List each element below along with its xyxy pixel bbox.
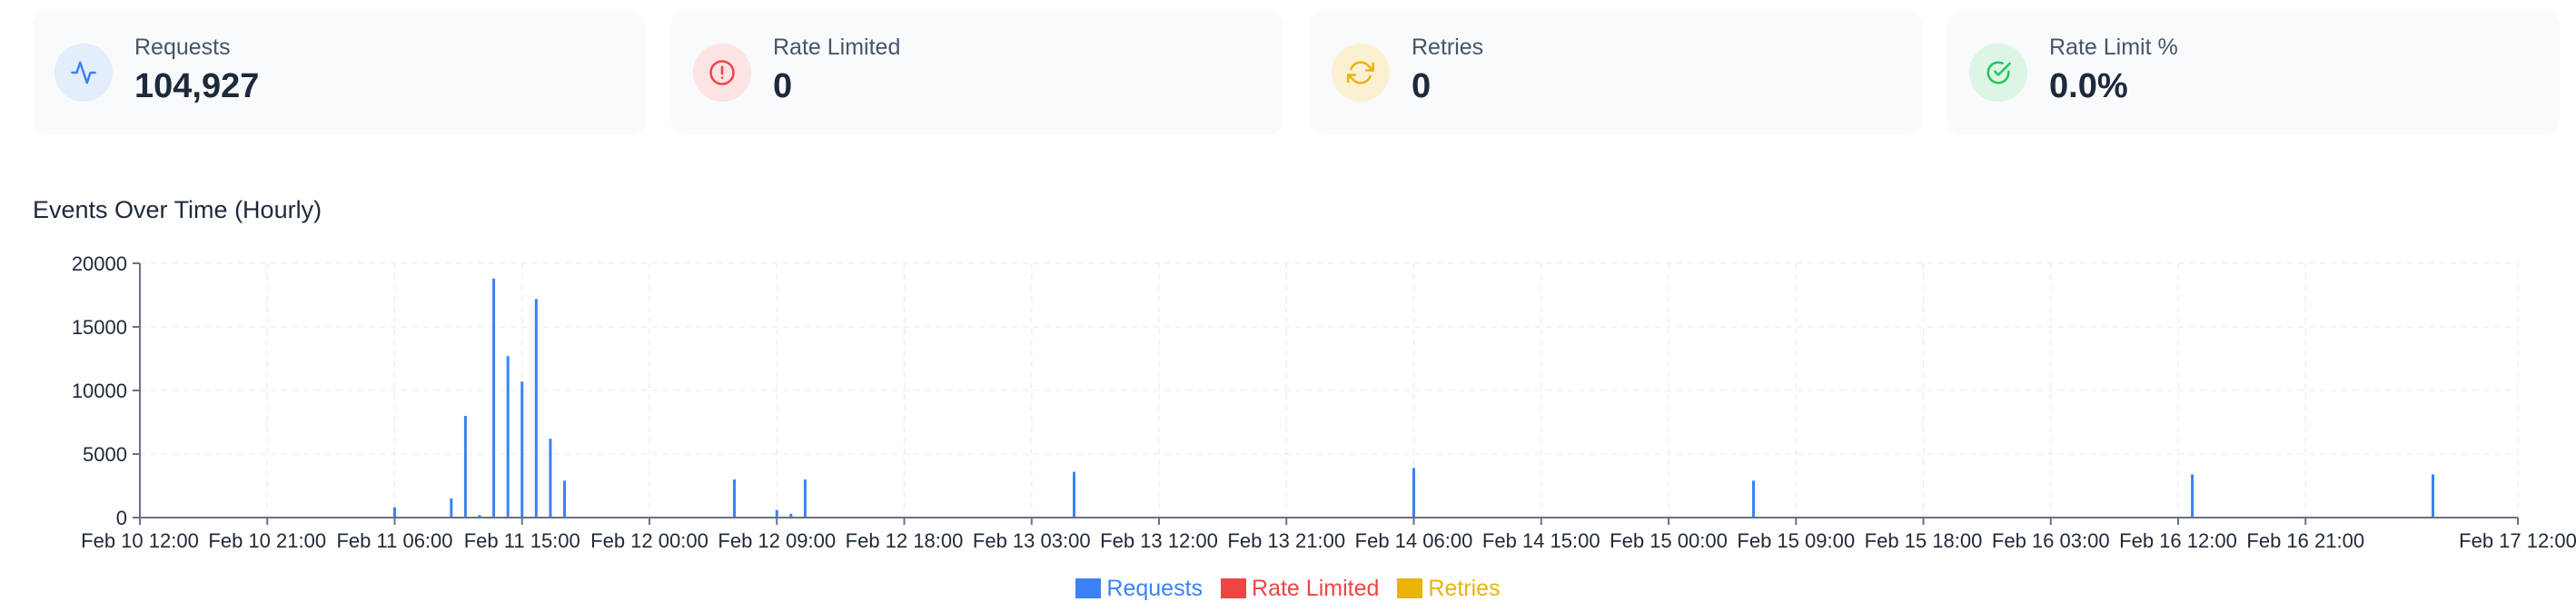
bar-requests bbox=[506, 356, 510, 518]
events-chart: 0 5000 10000 15000 20000 Feb 10 12:00 Feb 10 2… bbox=[72, 252, 2576, 552]
bar-requests bbox=[563, 480, 566, 518]
legend-swatch bbox=[1075, 578, 1102, 598]
bar-requests bbox=[534, 299, 538, 518]
stat-value: 0 bbox=[1412, 67, 1432, 105]
bar-requests bbox=[549, 439, 552, 518]
y-tick-label: 20000 bbox=[72, 252, 127, 275]
bar-requests bbox=[393, 507, 396, 518]
x-tick-label: Feb 10 21:00 bbox=[208, 529, 326, 552]
legend-swatch bbox=[1397, 578, 1423, 598]
bar-requests bbox=[450, 498, 453, 518]
stat-label: Requests bbox=[134, 35, 231, 60]
legend-item[interactable]: Requests bbox=[1075, 576, 1203, 602]
bar-requests bbox=[478, 515, 481, 518]
x-tick-label: Feb 11 06:00 bbox=[336, 529, 452, 552]
x-tick-label: Feb 16 03:00 bbox=[1992, 529, 2110, 552]
activity-icon bbox=[54, 44, 113, 102]
chart-legend: Requests Rate Limited Retries bbox=[0, 574, 2576, 603]
bar-requests bbox=[1412, 468, 1415, 518]
x-tick-label: Feb 13 21:00 bbox=[1227, 529, 1345, 552]
x-tick-label: Feb 16 21:00 bbox=[2246, 529, 2364, 552]
stat-label: Rate Limited bbox=[773, 35, 901, 60]
x-tick-label: Feb 14 15:00 bbox=[1482, 529, 1600, 552]
bar-requests bbox=[733, 479, 736, 518]
y-tick-label: 5000 bbox=[83, 443, 127, 466]
legend-label: Retries bbox=[1428, 575, 1501, 601]
y-tick-label: 15000 bbox=[72, 316, 127, 339]
x-tick-label: Feb 12 09:00 bbox=[718, 529, 836, 552]
x-tick-label: Feb 13 03:00 bbox=[973, 529, 1091, 552]
legend-swatch bbox=[1221, 578, 1247, 598]
x-tick-label: Feb 14 06:00 bbox=[1355, 529, 1473, 552]
stat-value: 104,927 bbox=[134, 67, 260, 105]
bar-requests bbox=[520, 381, 524, 518]
legend-label: Rate Limited bbox=[1252, 575, 1380, 601]
y-tick-label: 0 bbox=[116, 507, 127, 529]
x-tick-label: Feb 15 18:00 bbox=[1865, 529, 1983, 552]
x-tick-label: Feb 16 12:00 bbox=[2119, 529, 2237, 552]
x-tick-label: Feb 15 00:00 bbox=[1610, 529, 1728, 552]
x-tick-label: Feb 10 12:00 bbox=[81, 529, 199, 552]
bar-requests bbox=[775, 509, 778, 518]
x-tick-label: Feb 11 15:00 bbox=[464, 529, 580, 552]
bar-requests bbox=[2432, 474, 2434, 518]
bar-requests bbox=[492, 278, 496, 518]
alert-circle-icon bbox=[693, 44, 751, 102]
bar-requests bbox=[463, 416, 467, 518]
legend-label: Requests bbox=[1106, 575, 1204, 601]
y-tick-label: 10000 bbox=[72, 380, 127, 402]
x-tick-label: Feb 12 18:00 bbox=[846, 529, 964, 552]
stat-card-rate-limited: Rate Limited 0 bbox=[671, 11, 1283, 134]
stats-cards: Requests 104,927 Rate Limited 0 Retries … bbox=[33, 11, 2560, 134]
stat-card-requests: Requests 104,927 bbox=[33, 11, 645, 134]
stat-label: Retries bbox=[1412, 35, 1484, 60]
chart-title: Events Over Time (Hourly) bbox=[33, 196, 322, 223]
bar-requests bbox=[803, 479, 807, 518]
stat-card-rate-limit-pct: Rate Limit % 0.0% bbox=[1947, 11, 2560, 134]
stat-card-retries: Retries 0 bbox=[1310, 11, 1922, 134]
bar-requests bbox=[1752, 480, 1755, 518]
x-tick-label: Feb 13 12:00 bbox=[1100, 529, 1218, 552]
bar-requests bbox=[2191, 474, 2195, 518]
stat-value: 0.0% bbox=[2049, 67, 2128, 105]
x-tick-label: Feb 17 12:00 bbox=[2459, 529, 2576, 552]
x-tick-label: Feb 12 00:00 bbox=[590, 529, 708, 552]
legend-item[interactable]: Rate Limited bbox=[1221, 576, 1379, 602]
stat-value: 0 bbox=[773, 67, 793, 105]
refresh-icon bbox=[1332, 44, 1390, 102]
legend-item[interactable]: Retries bbox=[1397, 575, 1501, 602]
bar-requests bbox=[789, 513, 793, 518]
check-circle-icon bbox=[1969, 44, 2027, 102]
stat-label: Rate Limit % bbox=[2049, 35, 2178, 60]
bar-requests bbox=[1073, 471, 1075, 518]
x-tick-label: Feb 15 09:00 bbox=[1737, 529, 1855, 552]
